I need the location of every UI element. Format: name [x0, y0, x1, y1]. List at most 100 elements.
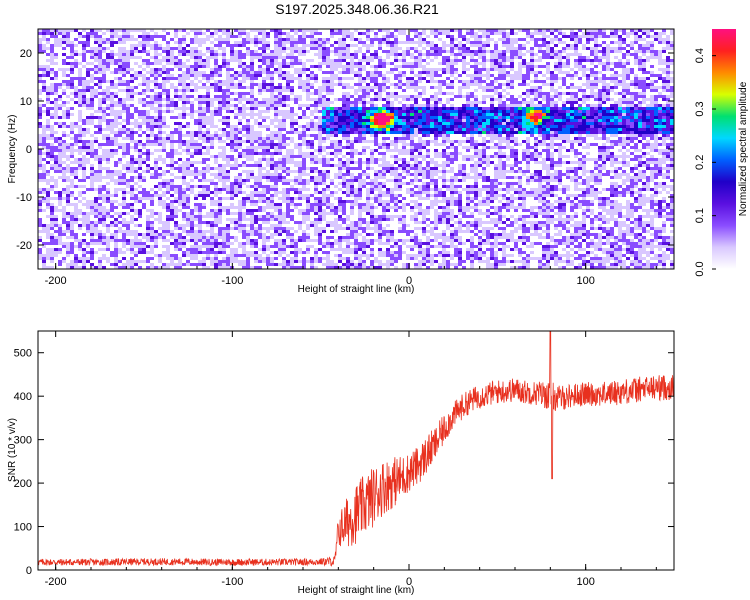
heatmap-cell	[590, 89, 594, 92]
heatmap-cell	[266, 68, 270, 71]
heatmap-cell	[198, 113, 202, 116]
heatmap-cell	[38, 89, 42, 92]
heatmap-cell	[546, 137, 550, 140]
heatmap-cell	[590, 110, 594, 113]
heatmap-cell	[234, 134, 238, 137]
heatmap-cell	[354, 107, 358, 110]
heatmap-cell	[290, 107, 294, 110]
heatmap-cell	[430, 74, 434, 77]
heatmap-cell	[122, 101, 126, 104]
heatmap-cell	[118, 41, 122, 44]
heatmap-cell	[486, 110, 490, 113]
heatmap-cell	[498, 86, 502, 89]
heatmap-cell	[658, 68, 662, 71]
heatmap-cell	[566, 86, 570, 89]
heatmap-cell	[658, 152, 662, 155]
heatmap-cell	[458, 50, 462, 53]
heatmap-cell	[542, 32, 546, 35]
heatmap-cell	[410, 38, 414, 41]
heatmap-cell	[130, 95, 134, 98]
heatmap-cell	[226, 38, 230, 41]
heatmap-cell	[182, 116, 186, 119]
heatmap-cell	[62, 74, 66, 77]
heatmap-cell	[258, 92, 262, 95]
heatmap-cell	[238, 41, 242, 44]
heatmap-cell	[382, 143, 386, 146]
heatmap-cell	[438, 119, 442, 122]
heatmap-cell	[218, 89, 222, 92]
heatmap-cell	[562, 62, 566, 65]
heatmap-cell	[362, 80, 366, 83]
heatmap-cell	[646, 77, 650, 80]
heatmap-cell	[190, 68, 194, 71]
heatmap-cell	[522, 29, 526, 32]
heatmap-cell	[158, 95, 162, 98]
heatmap-cell	[398, 80, 402, 83]
heatmap-cell	[586, 74, 590, 77]
heatmap-cell	[330, 77, 334, 80]
heatmap-cell	[90, 89, 94, 92]
heatmap-cell	[542, 158, 546, 161]
heatmap-cell	[638, 113, 642, 116]
heatmap-cell	[86, 116, 90, 119]
heatmap-cell	[74, 86, 78, 89]
heatmap-cell	[186, 122, 190, 125]
heatmap-cell	[214, 137, 218, 140]
heatmap-cell	[630, 134, 634, 137]
heatmap-cell	[622, 152, 626, 155]
heatmap-cell	[414, 59, 418, 62]
heatmap-cell	[250, 95, 254, 98]
heatmap-cell	[614, 83, 618, 86]
heatmap-cell	[242, 107, 246, 110]
heatmap-cell	[386, 104, 390, 107]
heatmap-cell	[254, 137, 258, 140]
heatmap-cell	[654, 74, 658, 77]
heatmap-cell	[90, 98, 94, 101]
heatmap-cell	[114, 53, 118, 56]
heatmap-cell	[482, 41, 486, 44]
heatmap-cell	[486, 125, 490, 128]
heatmap-cell	[430, 50, 434, 53]
heatmap-cell	[322, 50, 326, 53]
heatmap-cell	[418, 113, 422, 116]
heatmap-cell	[454, 59, 458, 62]
heatmap-cell	[326, 38, 330, 41]
heatmap-cell	[498, 131, 502, 134]
heatmap-cell	[386, 32, 390, 35]
heatmap-cell	[434, 74, 438, 77]
heatmap-cell	[134, 149, 138, 152]
heatmap-cell	[138, 140, 142, 143]
heatmap-cell	[218, 65, 222, 68]
heatmap-cell	[510, 65, 514, 68]
heatmap-cell	[542, 107, 546, 110]
heatmap-cell	[394, 149, 398, 152]
heatmap-cell	[346, 158, 350, 161]
heatmap-cell	[314, 53, 318, 56]
heatmap-cell	[474, 98, 478, 101]
heatmap-cell	[418, 149, 422, 152]
heatmap-cell	[410, 53, 414, 56]
heatmap-cell	[334, 131, 338, 134]
heatmap-cell	[382, 65, 386, 68]
heatmap-cell	[106, 107, 110, 110]
heatmap-cell	[490, 119, 494, 122]
heatmap-cell	[230, 59, 234, 62]
heatmap-cell	[386, 35, 390, 38]
heatmap-cell	[206, 119, 210, 122]
heatmap-cell	[42, 74, 46, 77]
heatmap-cell	[490, 74, 494, 77]
heatmap-cell	[230, 128, 234, 131]
heatmap-cell	[274, 35, 278, 38]
heatmap-cell	[218, 38, 222, 41]
heatmap-cell	[98, 29, 102, 32]
heatmap-cell	[330, 158, 334, 161]
heatmap-cell	[186, 125, 190, 128]
heatmap-cell	[42, 146, 46, 149]
heatmap-cell	[386, 71, 390, 74]
heatmap-cell	[486, 89, 490, 92]
heatmap-cell	[258, 110, 262, 113]
heatmap-cell	[90, 86, 94, 89]
heatmap-cell	[566, 98, 570, 101]
heatmap-cell	[182, 86, 186, 89]
heatmap-cell	[358, 86, 362, 89]
